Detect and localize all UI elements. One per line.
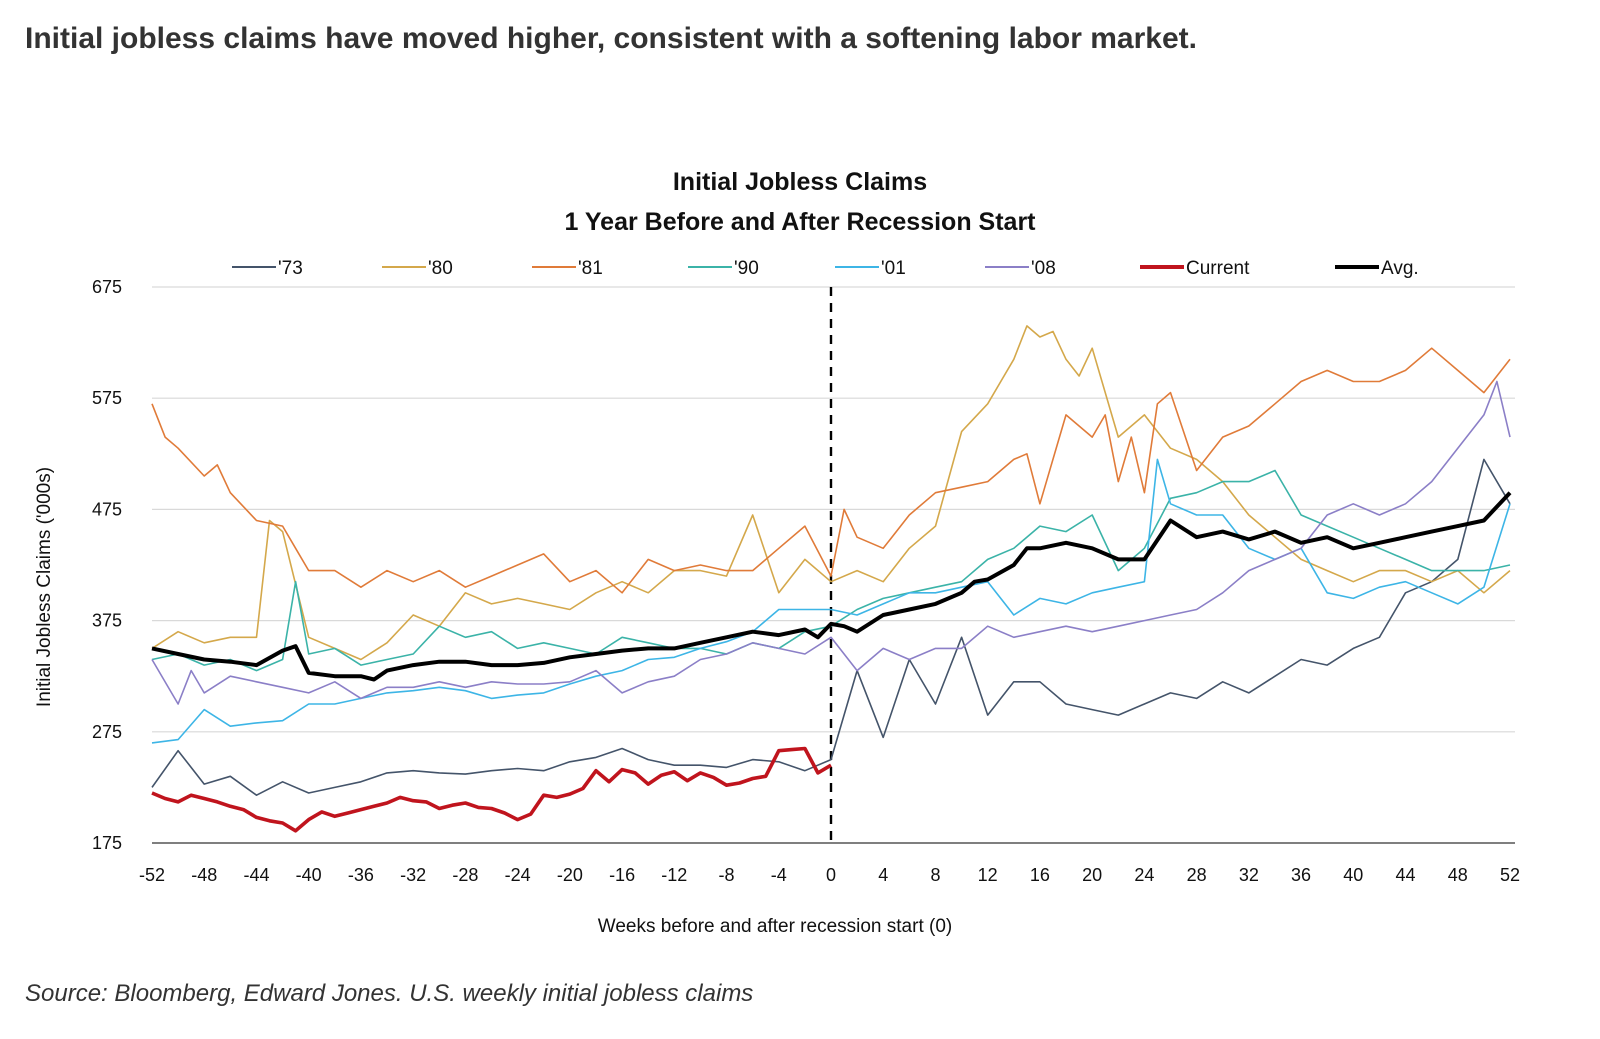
series-line-90 xyxy=(151,469,1511,672)
x-tick-label: -8 xyxy=(719,865,735,885)
x-tick-label: 40 xyxy=(1343,865,1363,885)
x-tick-label: 52 xyxy=(1500,865,1520,885)
series-line-73 xyxy=(151,458,1511,797)
series-line-81 xyxy=(151,347,1511,594)
x-tick-label: 48 xyxy=(1448,865,1468,885)
x-tick-label: -12 xyxy=(661,865,687,885)
x-tick-label: 24 xyxy=(1134,865,1154,885)
legend-item: '90 xyxy=(688,258,759,279)
y-axis-label: Initial Jobless Claims ('000s) xyxy=(34,467,55,707)
y-tick-label: 375 xyxy=(92,611,122,631)
x-tick-label: -48 xyxy=(191,865,217,885)
y-tick-label: 675 xyxy=(92,277,122,297)
series-line-avg xyxy=(151,491,1512,682)
x-tick-label: 32 xyxy=(1239,865,1259,885)
x-tick-label: 36 xyxy=(1291,865,1311,885)
x-tick-label: 12 xyxy=(978,865,998,885)
x-tick-label: -32 xyxy=(400,865,426,885)
y-tick-label: 575 xyxy=(92,388,122,408)
x-tick-label: 0 xyxy=(826,865,836,885)
y-axis-ticks: 175 275 375 475 575 675 xyxy=(92,277,122,853)
legend-item: Current xyxy=(1140,258,1250,279)
x-tick-label: 28 xyxy=(1187,865,1207,885)
legend-item: '08 xyxy=(985,258,1056,279)
legend-item: '73 xyxy=(232,258,303,279)
x-tick-label: -36 xyxy=(348,865,374,885)
legend-label: Avg. xyxy=(1381,258,1419,279)
x-axis-ticks: -52 -48 -44 -40 -36 -32 -28 -24 -20 -16 -12 -8 -4 0 4 8… xyxy=(139,865,1520,885)
legend-label: '08 xyxy=(1031,258,1056,279)
x-tick-label: 44 xyxy=(1396,865,1416,885)
x-tick-label: -16 xyxy=(609,865,635,885)
x-tick-label: -40 xyxy=(296,865,322,885)
gridlines xyxy=(152,286,1515,844)
x-tick-label: 8 xyxy=(930,865,940,885)
series-line-current xyxy=(151,746,832,833)
x-tick-label: -4 xyxy=(771,865,787,885)
chart-title: Initial Jobless Claims xyxy=(673,168,927,196)
x-tick-label: -20 xyxy=(557,865,583,885)
x-tick-label: -24 xyxy=(505,865,531,885)
chart-subtitle: 1 Year Before and After Recession Start xyxy=(564,208,1036,236)
line-chart: Initial Jobless Claims 1 Year Before and… xyxy=(34,168,1520,937)
x-tick-label: -28 xyxy=(452,865,478,885)
y-tick-label: 275 xyxy=(92,722,122,742)
x-tick-label: -44 xyxy=(243,865,269,885)
y-tick-label: 475 xyxy=(92,499,122,519)
x-axis-label: Weeks before and after recession start (… xyxy=(598,916,952,937)
chart-legend: '73 '80 '81 '90 '01 '08 Current Avg. xyxy=(232,258,1419,279)
series-line-80 xyxy=(151,325,1511,661)
legend-label: '80 xyxy=(428,258,453,279)
legend-label: '01 xyxy=(881,258,906,279)
legend-item: Avg. xyxy=(1335,258,1419,279)
legend-item: '81 xyxy=(532,258,603,279)
legend-label: '90 xyxy=(734,258,759,279)
headline: Initial jobless claims have moved higher… xyxy=(25,22,1197,55)
series-lines xyxy=(151,325,1512,833)
x-tick-label: 16 xyxy=(1030,865,1050,885)
legend-label: '81 xyxy=(578,258,603,279)
y-tick-label: 175 xyxy=(92,833,122,853)
legend-label: Current xyxy=(1186,258,1250,279)
x-tick-label: 4 xyxy=(878,865,888,885)
x-tick-label: -52 xyxy=(139,865,165,885)
series-line-08 xyxy=(151,380,1511,705)
legend-item: '80 xyxy=(382,258,453,279)
legend-label: '73 xyxy=(278,258,303,279)
source-note: Source: Bloomberg, Edward Jones. U.S. we… xyxy=(25,980,754,1007)
x-tick-label: 20 xyxy=(1082,865,1102,885)
legend-item: '01 xyxy=(835,258,906,279)
